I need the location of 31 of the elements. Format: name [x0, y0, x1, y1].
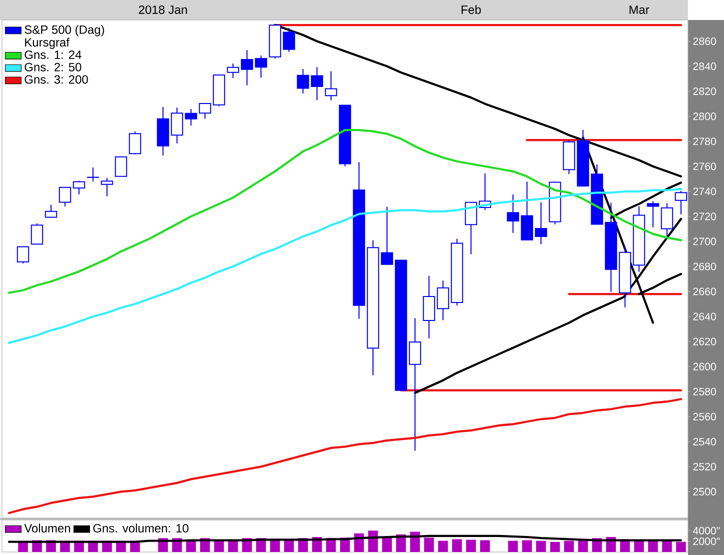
y-tick-label: 2820 — [693, 88, 716, 96]
y-tick-label: 2520 — [693, 462, 716, 470]
y-tick-label: 2800 — [693, 112, 716, 120]
annotation: Kursgraf — [25, 38, 70, 49]
y-tick-label: 2860 — [693, 37, 716, 46]
y-tick-label: 2500 — [693, 488, 716, 496]
y-tick-label: 2840 — [693, 62, 716, 70]
x-tick-label: 2018 Jan — [138, 5, 187, 14]
y-tick-label: 2560 — [693, 412, 716, 420]
y-tick-label: 2640 — [693, 312, 716, 320]
y-tick-label: 2600 — [693, 362, 716, 370]
legend-label: S&P 500 (Dag) — [24, 25, 104, 36]
legend-label: Gns. 1: 24 — [24, 50, 82, 59]
y-tick-label: 2000" — [693, 538, 720, 546]
legend-label: Volumen — [24, 524, 70, 533]
y-tick-label: 2760 — [693, 162, 716, 170]
legend-label: Gns. 3: 200 — [24, 75, 88, 84]
legend-label: Gns. volumen: 10 — [93, 524, 188, 533]
y-tick-label: 2620 — [693, 338, 716, 346]
y-tick-label: 2720 — [693, 212, 716, 220]
y-tick-label: 2700 — [693, 238, 716, 246]
y-tick-label: 4000" — [692, 526, 720, 534]
y-tick-label: 2580 — [693, 388, 716, 396]
y-tick-label: 2540 — [693, 438, 716, 446]
y-tick-label: 2780 — [693, 138, 716, 146]
y-tick-label: 2740 — [693, 188, 716, 196]
x-tick-label: Mar — [630, 6, 650, 14]
y-tick-label: 2660 — [693, 288, 716, 296]
y-tick-label: 2680 — [693, 262, 716, 270]
x-tick-label: Feb — [462, 5, 481, 14]
legend-label: Gns. 2: 50 — [24, 62, 82, 72]
